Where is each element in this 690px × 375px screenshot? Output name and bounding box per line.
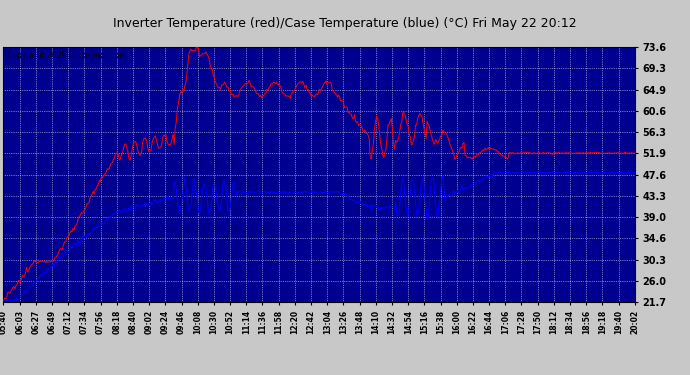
Text: Copyright 2009 Cartronics.com: Copyright 2009 Cartronics.com: [7, 51, 126, 60]
Text: Inverter Temperature (red)/Case Temperature (blue) (°C) Fri May 22 20:12: Inverter Temperature (red)/Case Temperat…: [113, 17, 577, 30]
